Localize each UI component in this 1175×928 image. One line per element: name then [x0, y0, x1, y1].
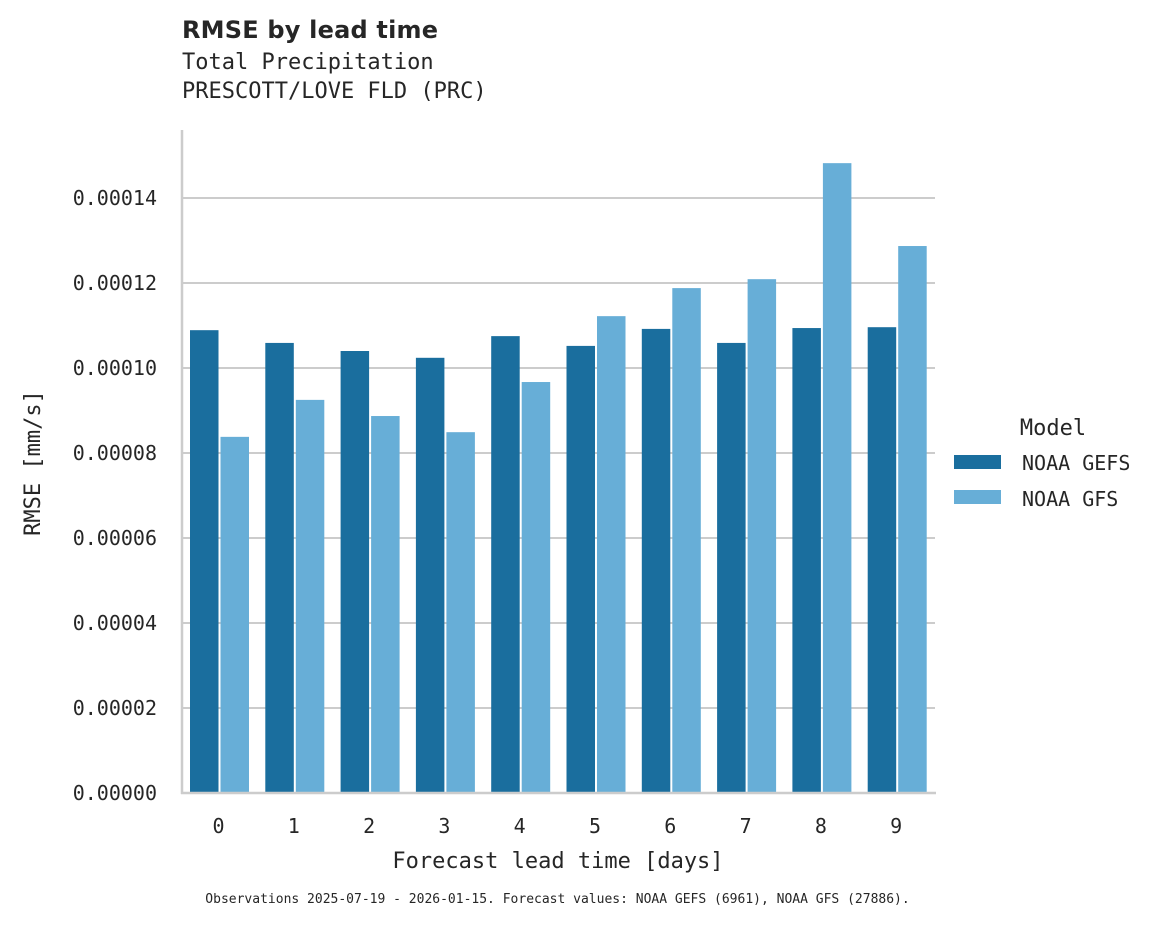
bar-noaa-gfs-day-1 — [295, 399, 325, 793]
bar-noaa-gefs-day-2 — [340, 351, 370, 793]
x-tick-label: 7 — [740, 814, 752, 838]
x-tick-label: 9 — [890, 814, 902, 838]
x-tick-labels: 0 1 2 3 4 5 6 7 8 9 — [212, 814, 902, 838]
y-tick-labels: 0.00000 0.00002 0.00004 0.00006 0.00008 0.000… — [73, 186, 157, 805]
y-tick-label: 0.00012 — [73, 271, 157, 295]
chart-title: RMSE by lead time — [182, 16, 439, 44]
bar-noaa-gefs-day-8 — [792, 328, 821, 793]
bar-noaa-gfs-day-7 — [747, 279, 777, 793]
y-tick-label: 0.00006 — [73, 526, 157, 550]
bar-noaa-gfs-day-4 — [521, 382, 551, 793]
bar-noaa-gefs-day-4 — [491, 336, 520, 793]
x-tick-label: 4 — [514, 814, 526, 838]
chart-subtitle-station: PRESCOTT/LOVE FLD (PRC) — [182, 79, 487, 104]
bars — [190, 163, 927, 793]
chart-subtitle-variable: Total Precipitation — [182, 50, 434, 75]
bar-noaa-gfs-day-5 — [597, 316, 626, 793]
y-axis-label: RMSE [mm/s] — [21, 390, 46, 536]
footnote: Observations 2025-07-19 - 2026-01-15. Fo… — [205, 892, 910, 907]
bar-noaa-gfs-day-9 — [898, 246, 927, 793]
legend-label-gefs: NOAA GEFS — [1022, 451, 1130, 475]
x-tick-label: 8 — [815, 814, 827, 838]
gridlines — [182, 197, 935, 709]
axes — [180, 130, 936, 795]
x-tick-label: 1 — [288, 814, 300, 838]
y-tick-label: 0.00014 — [73, 186, 157, 210]
x-tick-label: 6 — [664, 814, 676, 838]
bar-noaa-gfs-day-0 — [220, 436, 249, 793]
bar-noaa-gfs-day-2 — [371, 416, 400, 793]
bar-noaa-gefs-day-5 — [566, 345, 595, 793]
bar-noaa-gefs-day-7 — [717, 342, 746, 793]
y-tick-label: 0.00010 — [73, 356, 157, 380]
legend-swatch-gfs — [954, 490, 1001, 504]
y-tick-label: 0.00000 — [73, 781, 157, 805]
bar-noaa-gfs-day-3 — [446, 432, 475, 793]
x-axis-label: Forecast lead time [days] — [392, 849, 723, 874]
bar-noaa-gfs-day-8 — [822, 163, 852, 793]
y-tick-label: 0.00004 — [73, 611, 157, 635]
x-tick-label: 0 — [212, 814, 224, 838]
bar-noaa-gefs-day-1 — [265, 342, 294, 793]
legend-title: Model — [1020, 416, 1086, 441]
y-tick-label: 0.00002 — [73, 696, 157, 720]
legend: Model NOAA GEFS NOAA GFS — [954, 416, 1130, 511]
x-tick-label: 3 — [438, 814, 450, 838]
y-tick-label: 0.00008 — [73, 441, 157, 465]
bar-noaa-gfs-day-6 — [672, 288, 701, 793]
bar-noaa-gefs-day-3 — [415, 357, 445, 793]
x-tick-label: 5 — [589, 814, 601, 838]
bar-noaa-gefs-day-6 — [641, 328, 671, 793]
bar-noaa-gefs-day-0 — [190, 330, 219, 793]
legend-swatch-gefs — [954, 455, 1001, 469]
bar-noaa-gefs-day-9 — [867, 327, 897, 793]
legend-label-gfs: NOAA GFS — [1022, 487, 1118, 511]
x-tick-label: 2 — [363, 814, 375, 838]
